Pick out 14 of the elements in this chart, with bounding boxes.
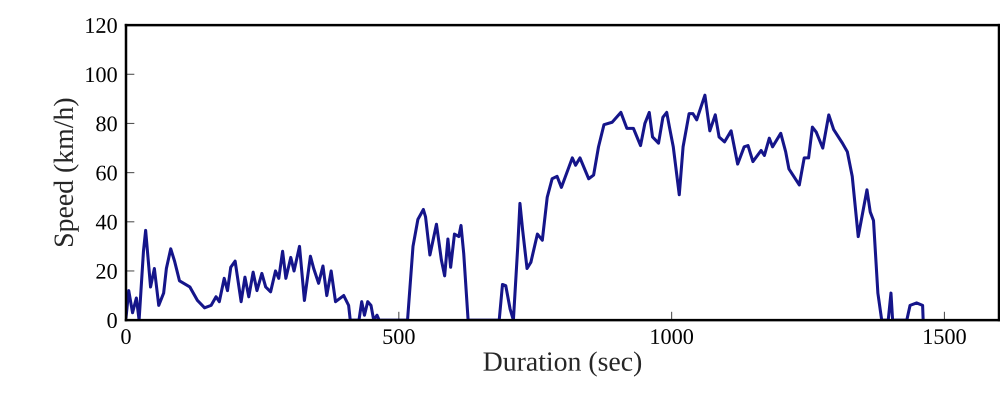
- y-tick-label: 120: [86, 18, 117, 34]
- y-tick-label: 60: [96, 166, 117, 181]
- y-tick-label: 100: [86, 67, 117, 82]
- x-tick-label: 500: [383, 329, 415, 344]
- x-tick-label: 1000: [651, 329, 693, 344]
- line-series: [126, 94, 925, 320]
- y-axis-title: Speed (km/h): [54, 98, 79, 246]
- y-tick-label: 40: [96, 214, 117, 230]
- x-tick-label: 1500: [924, 329, 966, 344]
- y-tick-label: 80: [96, 116, 117, 132]
- x-tick-label: 0: [121, 329, 131, 344]
- y-tick-label: 0: [107, 313, 117, 328]
- x-axis-title: Duration (sec): [483, 351, 642, 377]
- y-tick-label: 20: [96, 264, 117, 279]
